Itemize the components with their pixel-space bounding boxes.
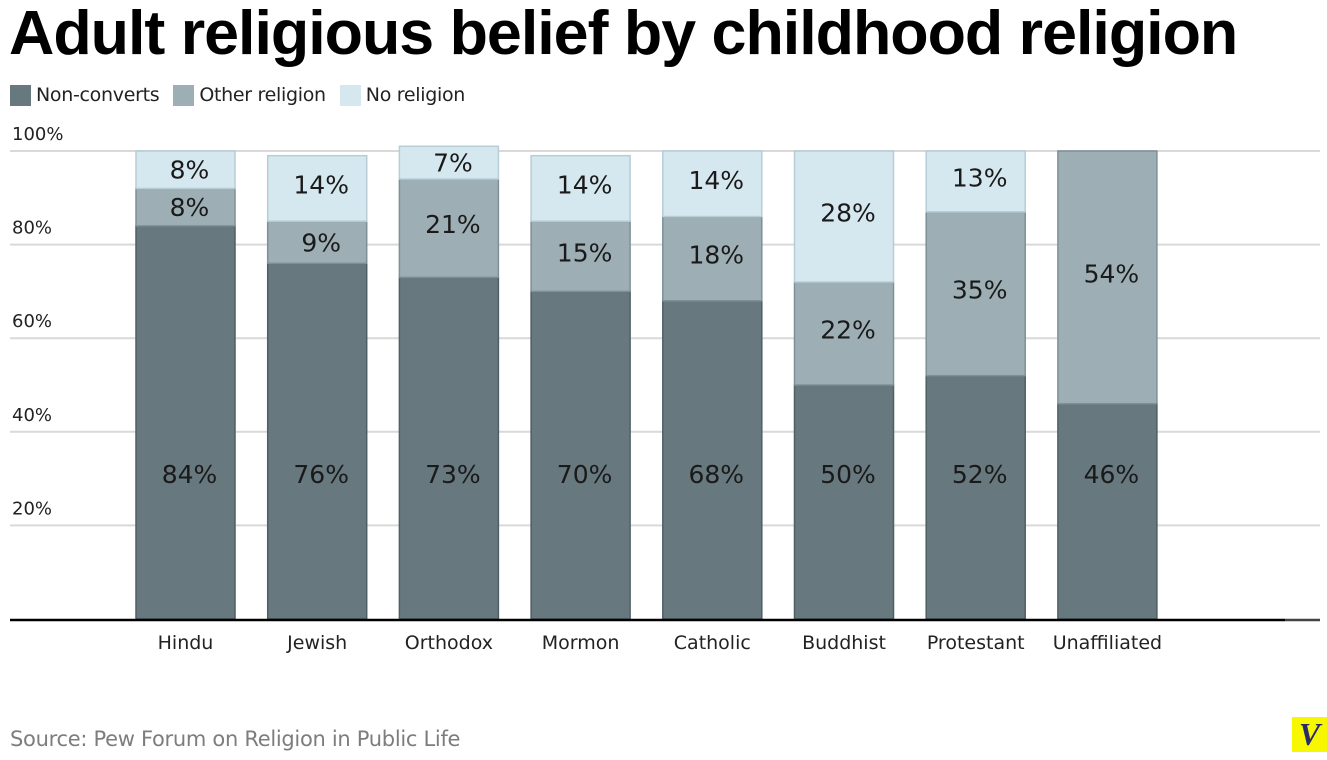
x-tick-label: Orthodox [405, 632, 493, 654]
x-tick-label: Unaffiliated [1053, 632, 1162, 654]
bar-segment [662, 300, 763, 620]
vox-logo: V [1292, 717, 1327, 752]
data-label: 35% [952, 276, 1008, 305]
y-tick-label: 80% [12, 218, 52, 239]
legend-label: Other religion [199, 84, 326, 106]
x-tick-label: Hindu [158, 632, 214, 654]
bar-segment [398, 145, 500, 180]
bar-segment [135, 225, 236, 620]
bar-segment [266, 262, 368, 620]
data-label: 13% [952, 163, 1008, 192]
legend-swatch-non-converts [10, 84, 31, 106]
logo-letter: V [1298, 716, 1321, 752]
bar-segment [266, 154, 368, 222]
data-label: 76% [293, 460, 349, 489]
legend-label: Non-converts [36, 84, 160, 106]
data-label: 9% [301, 228, 341, 257]
data-label: 68% [689, 460, 745, 489]
bar-segment [793, 384, 895, 620]
data-label: 8% [170, 156, 210, 185]
bar-segment [925, 150, 1026, 213]
stacked-bar-chart: 20% 40% 60% 80% 100% 84% 8% 8% Hindu 76% 9% 14% Jewi… [10, 124, 1320, 654]
bar-segment [135, 150, 236, 190]
x-tick-label: Mormon [542, 632, 620, 654]
data-label: 70% [557, 460, 613, 489]
legend-swatch-no-religion [339, 84, 361, 106]
bar-segment [398, 178, 500, 279]
bar-segment [925, 211, 1026, 377]
data-label: 7% [433, 149, 473, 178]
legend-item-non-converts: Non-converts [10, 84, 160, 106]
bar-segment [398, 276, 500, 620]
legend-label: No religion [365, 84, 466, 106]
data-label: 54% [1084, 259, 1140, 288]
legend-swatch-other-religion [173, 84, 195, 106]
bar-segment [530, 220, 631, 293]
y-tick-label: 40% [12, 405, 52, 426]
data-label: 21% [425, 210, 481, 239]
bar-segment [530, 154, 631, 222]
legend-item-other-religion: Other religion [173, 84, 326, 106]
data-label: 15% [557, 238, 613, 267]
data-label: 73% [425, 460, 481, 489]
data-label: 14% [557, 170, 613, 199]
bar-segment [662, 150, 763, 218]
data-label: 46% [1084, 460, 1140, 489]
data-label: 14% [689, 166, 745, 195]
x-tick-label: Buddhist [802, 632, 886, 654]
bar-segment [793, 281, 895, 386]
legend-item-no-religion: No religion [339, 84, 466, 106]
y-tick-label: 100% [12, 124, 63, 145]
bar-segment [793, 150, 895, 283]
bar-segment [1057, 402, 1158, 620]
data-label: 28% [820, 199, 876, 228]
x-tick-label: Protestant [927, 632, 1025, 654]
bar-segment [925, 374, 1026, 620]
bar-segment [1057, 150, 1158, 405]
bar-segment [530, 290, 631, 620]
data-label: 8% [170, 193, 210, 222]
data-label: 22% [820, 316, 876, 345]
data-label: 84% [162, 460, 218, 489]
y-tick-label: 20% [12, 498, 52, 519]
data-label: 52% [952, 460, 1008, 489]
data-label: 18% [689, 241, 745, 270]
data-label: 50% [820, 460, 876, 489]
x-tick-label: Catholic [674, 632, 751, 654]
data-label: 14% [293, 170, 349, 199]
x-tick-label: Jewish [286, 632, 347, 654]
legend: Non-converts Other religion No religion [10, 83, 479, 107]
bar-segment [662, 215, 763, 302]
y-tick-label: 60% [12, 311, 52, 332]
chart-title: Adult religious belief by childhood reli… [9, 0, 1238, 68]
source-note: Source: Pew Forum on Religion in Public … [10, 727, 461, 751]
